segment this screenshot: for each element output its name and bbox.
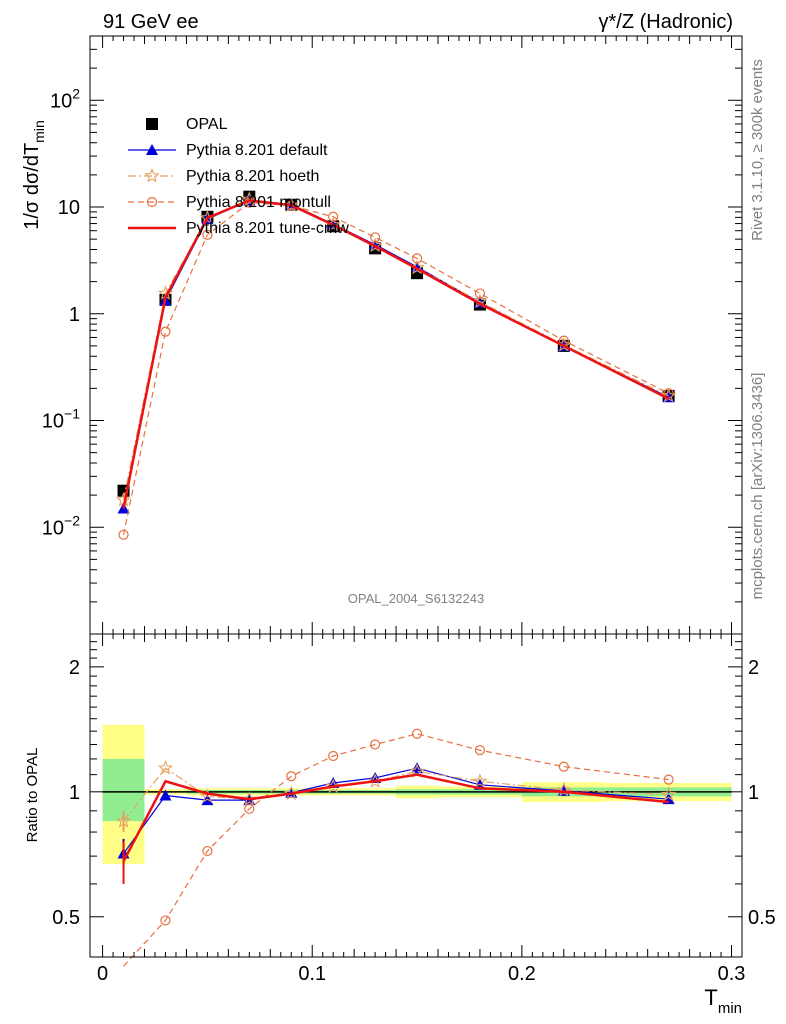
ratio-point-hoeth (157, 760, 174, 775)
legend: OPAL Pythia 8.201 default Pythia 8.201 hoe… (128, 116, 349, 237)
ratio-line-cmw (122, 773, 669, 862)
main-point-montull (202, 229, 213, 240)
legend-marker-hoeth (144, 167, 160, 183)
ratio-point-montull (328, 750, 339, 762)
header-left: 91 GeV ee (103, 11, 199, 33)
legend-label-montull: Pythia 8.201 montull (186, 194, 331, 211)
ratio-point-hoeth (325, 778, 341, 794)
ratio-point-hoeth (241, 791, 257, 806)
main-y-tick-label: 10 (58, 197, 80, 219)
ratio-point-hoeth (660, 786, 677, 802)
x-tick-label: 0.2 (508, 963, 536, 985)
legend-label-data: OPAL (186, 116, 228, 133)
main-y-tick-label: 1 (69, 304, 80, 326)
legend-marker-data (146, 118, 158, 130)
ratio-line-montull (123, 733, 669, 967)
main-point-montull (411, 253, 423, 264)
main-y-tick-label: 102 (50, 85, 80, 112)
ratio-point-hoeth (367, 773, 383, 788)
watermark-analysis-id: OPAL_2004_S6132243 (348, 591, 484, 606)
ratio-point-hoeth (472, 773, 488, 788)
x-axis-label: Tmin (704, 985, 742, 1017)
main-y-tick-label: 10−1 (42, 406, 80, 433)
ratio-line-default (123, 767, 669, 854)
main-y-axis-label: 1/σ dσ/dTmin (21, 120, 47, 230)
ratio-y-tick-label-right: 0.5 (748, 907, 776, 929)
main-point-montull (118, 529, 129, 540)
ratio-y-tick-label-right: 1 (748, 782, 759, 804)
x-tick-label: 0 (97, 963, 108, 985)
ratio-y-tick-label: 2 (69, 657, 80, 679)
ratio-y-tick-label-right: 2 (748, 657, 759, 679)
ratio-panel: 0.5 0.5 1 1 2 2 0 0.1 0.2 0.3 (52, 633, 776, 985)
legend-label-cmw: Pythia 8.201 tune-cmw (186, 220, 349, 237)
ratio-y-axis-label: Ratio to OPAL (24, 748, 41, 843)
ratio-point-default (159, 789, 172, 801)
ratio-point-default (411, 762, 424, 774)
ratio-point-montull (474, 745, 486, 756)
ratio-point-hoeth (283, 785, 299, 801)
ratio-point-montull (370, 739, 381, 750)
main-panel: 10−2 10−1 1 10 102 (42, 35, 743, 635)
ratio-band-inner (102, 758, 145, 822)
legend-label-default: Pythia 8.201 default (186, 142, 328, 159)
x-tick-label: 0.1 (298, 963, 326, 985)
main-point-montull (370, 232, 381, 243)
rivet-label: Rivet 3.1.10, ≥ 300k events (749, 59, 766, 241)
main-point-montull (474, 288, 486, 299)
mcplots-label: mcplots.cern.ch [arXiv:1306.3436] (749, 373, 766, 600)
x-tick-label: 0.3 (718, 963, 746, 985)
main-line-montull (122, 201, 669, 535)
ratio-point-montull (160, 915, 171, 926)
main-y-tick-label: 10−2 (42, 512, 80, 539)
ratio-point-hoeth (115, 813, 132, 828)
main-line-cmw (122, 199, 670, 509)
main-point-montull (328, 211, 339, 222)
ratio-point-montull (411, 728, 423, 739)
main-point-montull (160, 326, 171, 337)
legend-label-hoeth: Pythia 8.201 hoeth (186, 168, 319, 185)
ratio-point-montull (558, 761, 569, 772)
main-line-default (122, 199, 669, 509)
main-point-hoeth (283, 197, 299, 212)
main-line-hoeth (122, 198, 669, 501)
legend-marker-montull (146, 196, 158, 208)
ratio-point-montull (663, 774, 674, 785)
ratio-point-montull (244, 803, 255, 814)
ratio-frame (89, 633, 743, 958)
ratio-y-tick-label: 0.5 (52, 907, 80, 929)
ratio-point-montull (202, 845, 213, 857)
header-right: γ*/Z (Hadronic) (599, 11, 733, 33)
ratio-y-tick-label: 1 (69, 782, 80, 804)
legend-marker-default (146, 144, 158, 155)
ratio-point-montull (286, 771, 297, 782)
